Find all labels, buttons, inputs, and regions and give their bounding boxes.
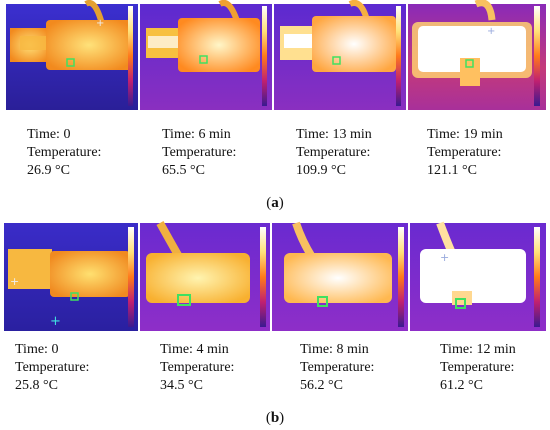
caption-a1: Time: 0 Temperature: 26.9 °C [27, 126, 101, 180]
caption-b3: Time: 8 min Temperature: 56.2 °C [300, 341, 374, 395]
caption-a4: Time: 19 min Temperature: 121.1 °C [427, 126, 503, 180]
caption-b1: Time: 0 Temperature: 25.8 °C [15, 341, 89, 395]
temperature-label: Temperature: [440, 360, 515, 375]
temperature-label: Temperature: [427, 145, 502, 160]
thermal-frame-b2 [140, 221, 270, 331]
temperature-label: Temperature: [296, 145, 371, 160]
temperature-value: 61.2 °C [440, 378, 483, 393]
thermal-frame-a2 [140, 0, 272, 110]
temperature-label: Temperature: [300, 360, 375, 375]
svg-text:+: + [487, 26, 495, 37]
svg-text:+: + [96, 18, 104, 29]
time-label: Time: 0 [15, 342, 59, 357]
temperature-label: Temperature: [160, 360, 235, 375]
temperature-value: 34.5 °C [160, 378, 203, 393]
thermal-image-row-a: + [6, 0, 546, 110]
temperature-value: 26.9 °C [27, 163, 70, 178]
svg-text:+: + [10, 275, 19, 288]
time-label: Time: 6 min [162, 127, 231, 142]
caption-b4: Time: 12 min Temperature: 61.2 °C [440, 341, 516, 395]
thermal-frame-b3 [272, 221, 408, 331]
temperature-label: Temperature: [27, 145, 102, 160]
temperature-value: 65.5 °C [162, 163, 205, 178]
temperature-label: Temperature: [15, 360, 90, 375]
time-label: Time: 13 min [296, 127, 372, 142]
temperature-value: 25.8 °C [15, 378, 58, 393]
temperature-value: 121.1 °C [427, 163, 477, 178]
time-label: Time: 0 [27, 127, 71, 142]
time-label: Time: 4 min [160, 342, 229, 357]
svg-text:+: + [440, 251, 449, 264]
thermal-frame-a3 [274, 0, 406, 110]
caption-a2: Time: 6 min Temperature: 65.5 °C [162, 126, 236, 180]
time-label: Time: 19 min [427, 127, 503, 142]
svg-text:+: + [50, 314, 61, 329]
caption-a3: Time: 13 min Temperature: 109.9 °C [296, 126, 372, 180]
panel-a: + [0, 0, 550, 212]
thermal-frame-a1: + [6, 0, 138, 110]
time-label: Time: 12 min [440, 342, 516, 357]
temperature-label: Temperature: [162, 145, 237, 160]
thermal-frame-b4: + [410, 221, 546, 331]
panel-b-label: (b) [265, 410, 285, 426]
thermal-frame-b1: + + [4, 223, 138, 331]
temperature-value: 109.9 °C [296, 163, 346, 178]
thermal-image-row-b: + + + [4, 221, 546, 331]
thermal-frame-a4: + [408, 0, 546, 110]
caption-b2: Time: 4 min Temperature: 34.5 °C [160, 341, 234, 395]
panel-a-label: (a) [266, 195, 284, 211]
panel-b: + + + [0, 221, 550, 430]
time-label: Time: 8 min [300, 342, 369, 357]
temperature-value: 56.2 °C [300, 378, 343, 393]
